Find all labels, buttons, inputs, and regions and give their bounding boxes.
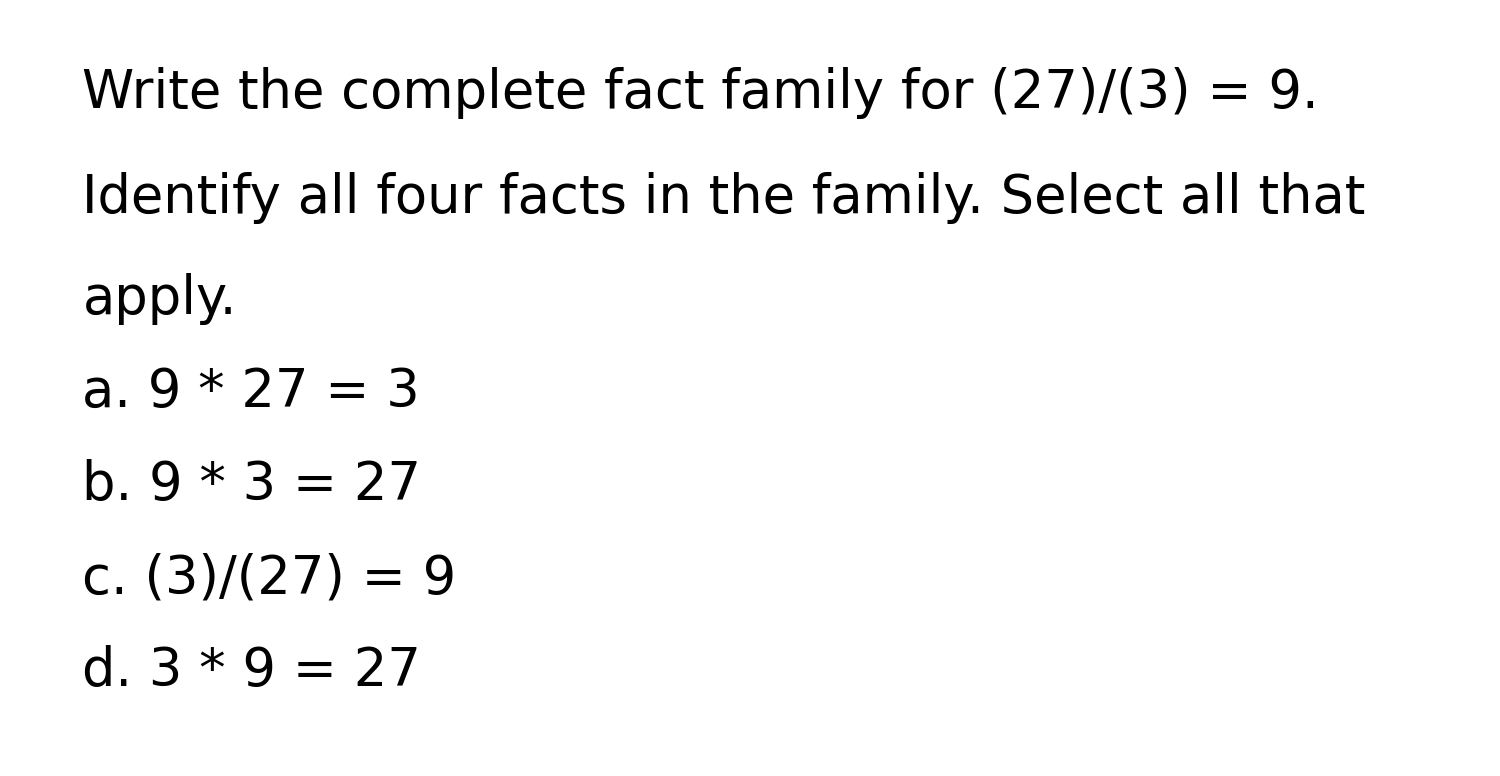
Text: b. 9 * 3 = 27: b. 9 * 3 = 27	[82, 459, 422, 511]
Text: Write the complete fact family for (27)/(3) = 9.: Write the complete fact family for (27)/…	[82, 67, 1320, 120]
Text: d. 3 * 9 = 27: d. 3 * 9 = 27	[82, 645, 422, 698]
Text: apply.: apply.	[82, 272, 237, 325]
Text: Identify all four facts in the family. Select all that: Identify all four facts in the family. S…	[82, 171, 1366, 224]
Text: a. 9 * 27 = 3: a. 9 * 27 = 3	[82, 365, 420, 418]
Text: c. (3)/(27) = 9: c. (3)/(27) = 9	[82, 552, 456, 605]
